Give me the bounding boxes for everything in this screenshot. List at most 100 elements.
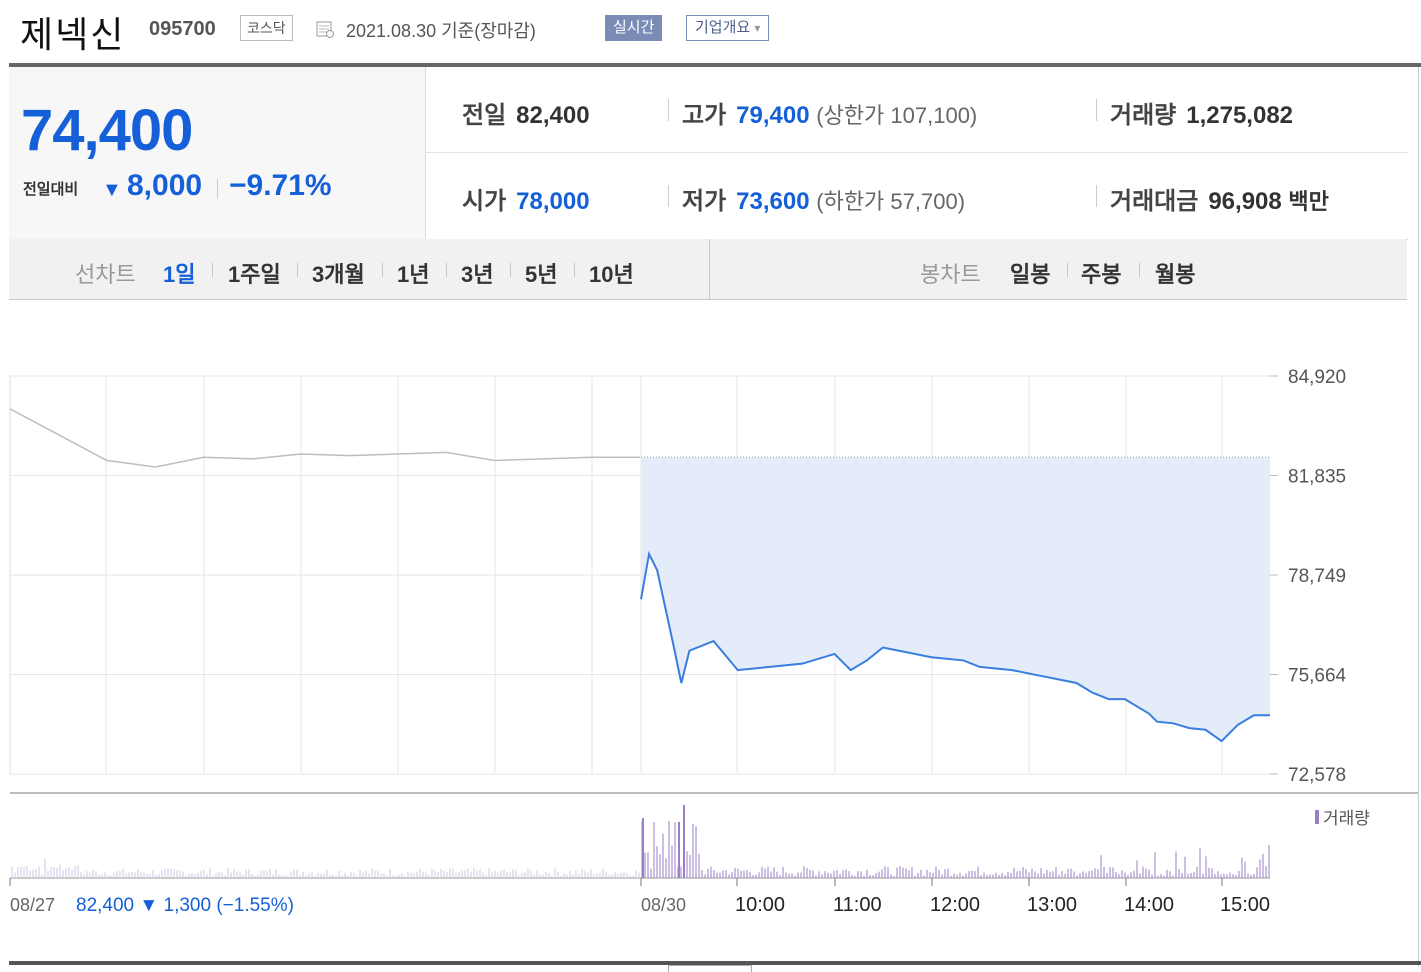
company-overview-button[interactable]: 기업개요 ▾ [686,15,770,41]
tab-weekly-candle[interactable]: 주봉 [1081,262,1122,287]
candle-chart-label: 봉차트 [920,262,981,287]
volume-legend: 거래량 [1315,809,1370,828]
high-price: 고가 79,400 (상한가 107,100) [682,95,977,130]
calendar-icon [316,21,334,38]
date-value: 2021.08.30 [346,21,437,41]
low-label: 저가 [682,188,727,215]
prev-day-series [9,408,640,468]
divider [446,263,447,277]
chart-canvas: 84,920 81,835 78,749 75,664 72,578 08/27 08/3… [9,367,1418,916]
divider [574,263,575,277]
tab-monthly-candle[interactable]: 월봉 [1155,262,1196,287]
tab-10y[interactable]: 10년 [589,262,634,287]
tab-1y[interactable]: 1년 [397,262,430,287]
prev-day-change: 1,300 [158,895,211,916]
change-label: 전일대비 [23,181,79,198]
price-chart[interactable]: 84,920 81,835 78,749 75,664 72,578 08/27 08/3… [0,300,1421,971]
down-arrow-icon: ▼ [102,179,122,201]
company-overview-label: 기업개요 [695,19,751,36]
x-tick-label: 15:00 [1220,894,1270,916]
realtime-button[interactable]: 실시간 [605,15,663,41]
volume: 거래량 1,275,082 [1110,95,1293,130]
high-label: 고가 [682,102,727,129]
chart-tabs: 선차트 1일 1주일 3개월 1년 3년 5년 10년 봉차트 일봉 주봉 월봉 [9,239,1407,300]
today-line [640,550,1270,743]
today-area [641,456,1270,742]
amount-label: 거래대금 [1110,188,1199,215]
volume-value: 1,275,082 [1186,102,1294,129]
bottom-divider [9,961,1421,965]
divider [668,185,669,207]
y-tick-label: 78,749 [1288,566,1346,587]
tab-daily-candle[interactable]: 일봉 [1010,262,1051,287]
divider [1067,263,1068,277]
divider [1139,263,1140,277]
line-chart-label: 선차트 [75,262,136,287]
current-price: 74,400 [21,98,193,163]
amount-value: 96,908 [1208,188,1282,215]
resize-handle[interactable] [668,965,752,972]
divider [1096,185,1097,207]
x-tick-label: 08/30 [641,895,686,915]
prev-day-line [9,408,640,468]
divider [382,263,383,277]
divider [212,263,213,277]
tab-5y[interactable]: 5년 [525,262,558,287]
prev-day-percent: (−1.55%) [211,895,294,916]
divider [1096,99,1097,121]
right-border [1418,67,1419,967]
divider [426,152,1408,153]
open-value: 78,000 [516,188,590,215]
today-area-fill [641,457,1270,742]
date-note: 기준(장마감) [441,21,536,41]
x-tick-label: 14:00 [1124,894,1174,916]
divider [217,179,218,199]
y-tick-label: 75,664 [1288,666,1347,687]
tab-1d[interactable]: 1일 [163,262,196,287]
prev-day-summary: 82,400 ▼ 1,300 (−1.55%) [76,895,294,916]
y-axis-labels: 84,920 81,835 78,749 75,664 72,578 [1288,367,1347,786]
y-tick-label: 84,920 [1288,367,1346,388]
volume-legend-swatch [1315,810,1319,824]
x-tick-label: 10:00 [735,894,785,916]
today-series [640,550,1270,743]
tab-1w[interactable]: 1주일 [228,262,281,287]
high-value: 79,400 [736,102,810,129]
divider [510,263,511,277]
x-tick-label: 08/27 [10,895,55,915]
y-tick-label: 72,578 [1288,765,1346,786]
x-tick-label: 11:00 [833,894,882,916]
open-label: 시가 [462,188,507,215]
tabs-divider [709,239,710,299]
tab-3y[interactable]: 3년 [461,262,494,287]
price-stats: 전일 82,400 고가 79,400 (상한가 107,100) 거래량 1,275… [426,67,1408,240]
volume-label: 거래량 [1110,102,1177,129]
low-price: 저가 73,600 (하한가 57,700) [682,181,965,216]
tab-3m[interactable]: 3개월 [312,262,365,287]
lower-limit: (하한가 57,700) [816,189,966,214]
stock-code: 095700 [149,18,216,40]
stock-name: 제넥신 [20,14,126,55]
prev-close: 전일 82,400 [462,95,590,130]
current-price-panel: 74,400 전일대비 ▼ 8,000 −9.71% [9,67,426,240]
divider [668,99,669,121]
trade-amount: 거래대금 96,908 백만 [1110,181,1329,216]
upper-limit: (상한가 107,100) [816,103,978,128]
prev-close-label: 전일 [462,102,507,129]
top-divider [9,63,1421,67]
amount-unit: 백만 [1288,189,1329,214]
prev-day-close: 82,400 [76,895,134,916]
y-tick-label: 81,835 [1288,467,1346,488]
volume-bars [11,805,1270,878]
stock-header: 제넥신 095700 코스닥 2021.08.30 기준(장마감) 실시간 기업… [0,0,1421,60]
volume-legend-label: 거래량 [1323,809,1370,828]
base-date: 2021.08.30 기준(장마감) [346,17,536,43]
divider [297,263,298,277]
x-tick-label: 12:00 [930,894,980,916]
market-badge: 코스닥 [240,15,293,41]
low-value: 73,600 [736,188,810,215]
change-percent: −9.71% [229,169,332,202]
x-axis-labels: 08/27 08/30 10:00 11:00 12:00 13:00 14:00 15:00… [9,878,1270,916]
open-price: 시가 78,000 [462,181,590,216]
change-amount: 8,000 [127,169,203,202]
